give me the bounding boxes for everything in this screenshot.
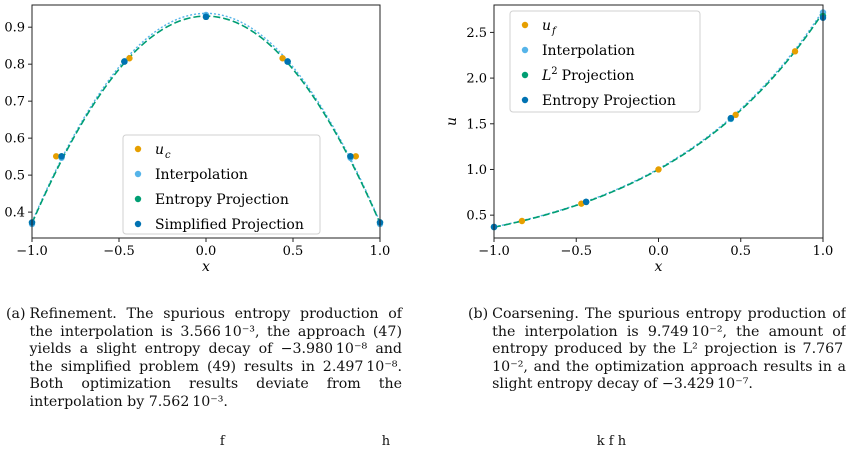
series-3-point — [58, 153, 65, 160]
y-tick-label: 2.5 — [466, 26, 487, 41]
x-tick-label: −0.5 — [103, 244, 135, 259]
series-3-point — [202, 13, 210, 21]
legend-marker — [521, 96, 529, 104]
x-tick-label: 0.0 — [648, 244, 669, 259]
legend-box — [509, 10, 701, 113]
y-tick-label: 0.7 — [4, 95, 25, 110]
legend-label: Simplified Projection — [155, 217, 304, 233]
caption-b-label: (b) — [468, 306, 489, 322]
legend-label: Interpolation — [542, 43, 635, 59]
caption-a-text: Refinement. The spurious entropy product… — [29, 306, 402, 410]
y-tick-label: 1.0 — [466, 163, 487, 178]
y-tick-label: 0.5 — [466, 209, 487, 224]
series-0-point — [126, 55, 133, 62]
legend-label: Entropy Projection — [542, 93, 676, 109]
x-axis-label: x — [655, 259, 663, 275]
series-0-point — [518, 217, 526, 225]
legend-label: uc — [155, 142, 171, 161]
series-3-point — [284, 58, 291, 65]
legend-marker — [521, 71, 529, 79]
y-tick-label: 0.5 — [4, 169, 25, 184]
y-axis-label: u — [444, 117, 460, 126]
series-0-point — [279, 55, 286, 62]
legend-marker — [134, 220, 142, 228]
y-tick-label: 0.8 — [4, 58, 25, 73]
x-tick-label: −0.5 — [560, 244, 592, 259]
interpolation-curve — [31, 12, 381, 223]
series-0-point — [52, 153, 60, 160]
series-3-point — [727, 114, 735, 122]
y-tick-label: 0.6 — [4, 132, 25, 147]
legend-marker — [134, 170, 142, 178]
series-0-point — [791, 48, 799, 55]
legend-marker — [134, 195, 142, 203]
legend: uc Interpolation Entropy Projection Simplif… — [122, 134, 321, 235]
legend-label: uf — [542, 18, 558, 37]
chart-refinement: −1.0−0.50.00.51.00.40.50.60.70.80.9xuucI… — [4, 4, 391, 275]
legend-marker — [521, 46, 529, 54]
legend-marker — [521, 21, 529, 29]
y-tick-label: 1.5 — [466, 117, 487, 132]
chart-coarsening: −1.0 −0.5 0.0 0.5 1.0 0.5 1.0 1.5 2.0 2.5 x u uf Inte… — [444, 4, 834, 275]
figure-bottom-text: f h k f h — [219, 434, 627, 449]
series-0-point — [655, 166, 662, 173]
caption-a-label: (a) — [6, 306, 26, 322]
y-tick-label: 2.0 — [466, 72, 487, 87]
y-tick-label: 0.4 — [4, 206, 25, 221]
legend-marker — [134, 145, 142, 153]
series-0-point — [732, 111, 739, 119]
caption-b-text: Coarsening. The spurious entropy product… — [492, 306, 846, 392]
caption-refinement: (a) Refinement. The spurious entropy pro… — [6, 306, 402, 411]
legend-box — [122, 134, 321, 235]
x-tick-label: 0.5 — [730, 244, 751, 259]
legend: uf Interpolation L2 Projection Entropy Proje… — [509, 10, 701, 113]
y-tick-label: 0.9 — [4, 21, 25, 36]
x-axis-label: x — [202, 259, 210, 275]
x-tick-label: −1.0 — [478, 244, 510, 259]
series-3-point — [582, 198, 590, 206]
x-tick-label: 0.5 — [283, 244, 304, 259]
caption-coarsening: (b) Coarsening. The spurious entropy pro… — [468, 306, 846, 394]
legend-label: L2 Projection — [541, 66, 634, 84]
x-tick-label: 1.0 — [813, 244, 834, 259]
x-tick-label: 1.0 — [370, 244, 391, 259]
x-tick-label: 0.0 — [196, 244, 217, 259]
series-3-point — [347, 153, 354, 160]
figure-canvas: −1.0 −0.5 0.0 0.5 1.0 0.4 0.5 0.6 0.7 0.8 0.9 x u uc I… — [4, 4, 834, 275]
series-0-point — [352, 153, 360, 160]
legend-label: Entropy Projection — [155, 192, 289, 208]
x-tick-label: −1.0 — [16, 244, 48, 259]
series-3-point — [121, 58, 128, 65]
legend-label: Interpolation — [155, 167, 248, 183]
